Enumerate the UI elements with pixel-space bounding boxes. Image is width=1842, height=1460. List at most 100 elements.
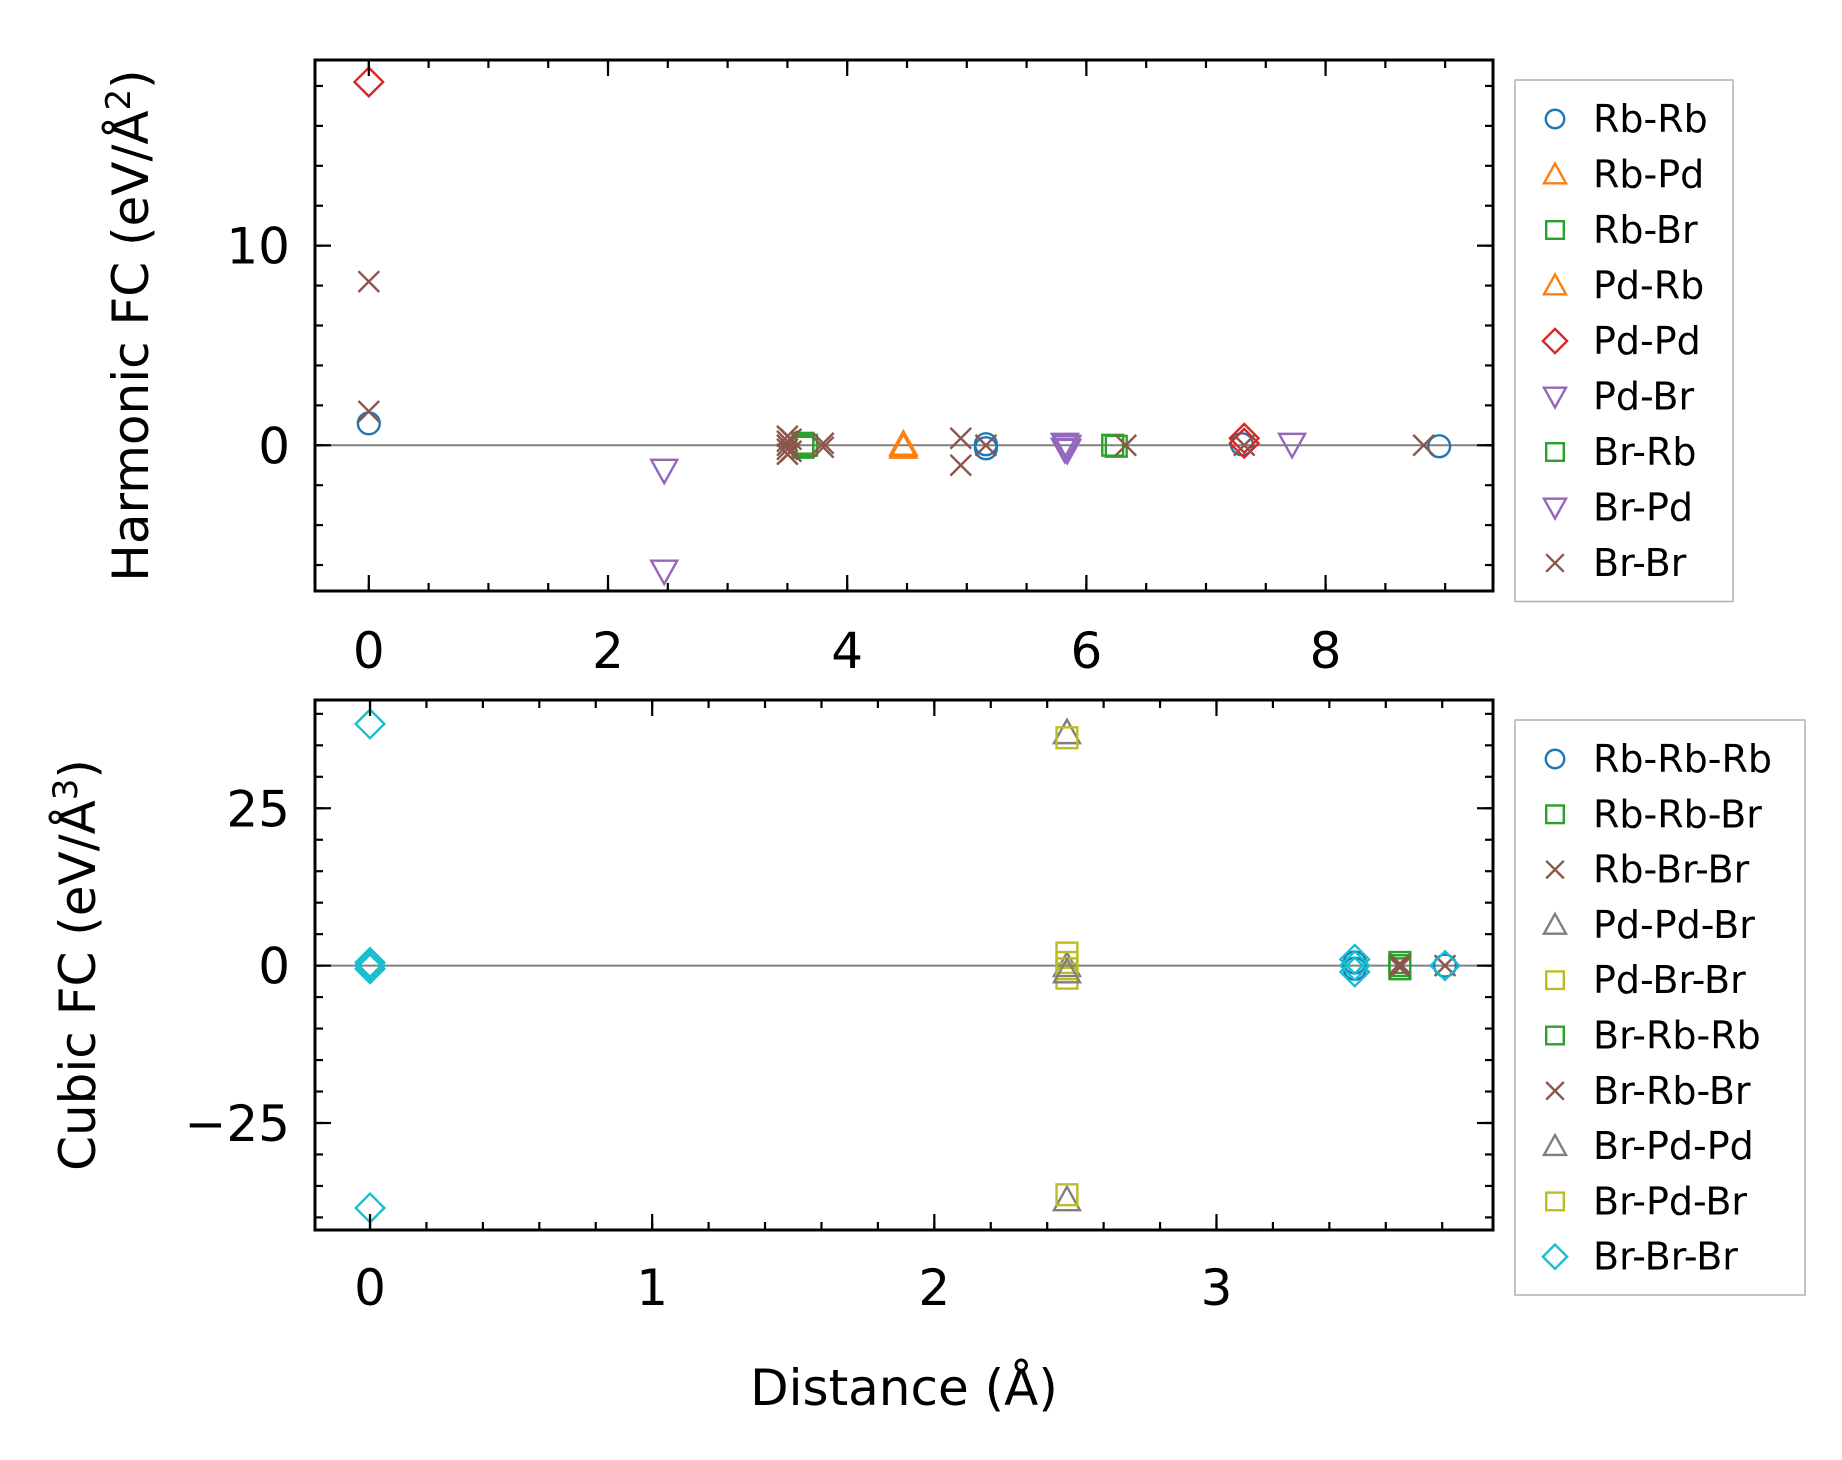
series-br-rb-br <box>1388 954 1412 977</box>
ticks <box>315 700 1493 1230</box>
legend-entry: Br-Rb-Rb <box>1593 1014 1761 1058</box>
legend-entry: Rb-Rb-Br <box>1593 792 1762 836</box>
x-axis-label: Distance (Å) <box>750 1359 1058 1417</box>
plot-frame <box>313 58 1495 593</box>
legend-marker <box>1541 386 1569 410</box>
data-point <box>1388 956 1412 979</box>
data-point <box>1338 943 1371 976</box>
legend-marker <box>1544 804 1565 825</box>
series-br-pd <box>1052 434 1083 466</box>
legend-entry: Rb-Pd <box>1593 153 1704 197</box>
legend-entry: Pd-Pd-Br <box>1593 903 1755 947</box>
data-point <box>649 458 680 486</box>
data-point <box>1388 954 1412 978</box>
legend-marker <box>1541 327 1569 355</box>
x-tick-label: 8 <box>1310 622 1342 680</box>
legend-marker <box>1545 859 1565 880</box>
data-point <box>1228 427 1261 460</box>
x-tick-label: 0 <box>353 622 385 680</box>
legend-marker <box>1544 1191 1565 1212</box>
data-point <box>1052 434 1083 462</box>
legend-entry: Rb-Rb <box>1593 97 1708 141</box>
legend-marker <box>1545 1081 1565 1101</box>
data-point <box>1232 434 1256 457</box>
ticks <box>315 60 1493 591</box>
data-point <box>812 432 835 455</box>
data-point <box>1055 1183 1079 1207</box>
data-point <box>354 946 387 979</box>
data-point <box>949 427 973 450</box>
x-tick-label: 4 <box>831 622 863 680</box>
data-point <box>357 270 381 293</box>
data-point <box>779 440 803 463</box>
data-point <box>1277 432 1308 460</box>
legend-marker <box>1541 1242 1569 1271</box>
series-br-pd-br <box>1055 1183 1079 1207</box>
legend-entry: Br-Pd <box>1593 486 1693 530</box>
data-point <box>1427 434 1452 459</box>
data-point <box>1338 955 1371 988</box>
legend-entry: Br-Pd-Br <box>1593 1179 1747 1223</box>
cubic-fc-panel: 0 1 2 3 −25 0 25 Cubic FC (eV/Å3) Distance (Å) Rb… <box>46 698 1806 1417</box>
legend-marker <box>1541 161 1569 185</box>
data-point <box>1412 434 1435 457</box>
legend-entry: Rb-Rb-Rb <box>1593 737 1772 781</box>
legend: Rb-Rb Rb-Pd Rb-Br Pd-Rb Pd-Pd Pd-Br Br-Rb Br-Pd… <box>1514 79 1734 603</box>
data-point <box>352 65 385 98</box>
legend-entry: Br-Br-Br <box>1593 1235 1738 1279</box>
data-point <box>649 559 680 587</box>
y-tick-label: 25 <box>226 780 290 838</box>
data-point <box>888 429 919 457</box>
legend-marker <box>1541 911 1569 935</box>
legend-entry: Pd-Br <box>1593 375 1694 419</box>
legend: Rb-Rb-Rb Rb-Rb-Br Rb-Br-Br Pd-Pd-Br Pd-Br-Br… <box>1514 719 1806 1296</box>
series-pd-pd-br <box>1051 717 1082 978</box>
data-point <box>973 436 999 461</box>
data-point <box>1051 956 1082 984</box>
x-tick-label: 6 <box>1070 622 1102 680</box>
data-point <box>1055 726 1079 750</box>
data-point <box>1429 949 1462 982</box>
data-point <box>354 707 387 740</box>
x-tick-label: 0 <box>354 1259 386 1317</box>
legend-entry: Pd-Br-Br <box>1593 958 1746 1002</box>
y-axis-label: Harmonic FC (eV/Å2) <box>99 69 160 581</box>
legend-marker <box>1544 748 1566 770</box>
series-pd-pd <box>352 65 1261 460</box>
legend-entry: Br-Rb <box>1593 430 1697 474</box>
y-tick-label: 10 <box>226 218 290 276</box>
x-tick-label: 2 <box>592 622 624 680</box>
legend-marker <box>1541 497 1569 521</box>
data-point <box>1228 422 1261 455</box>
data-point <box>779 428 803 451</box>
legend-marker <box>1541 272 1569 296</box>
legend-marker <box>1541 1132 1569 1157</box>
data-point <box>1388 952 1412 975</box>
legend-entry: Br-Rb-Br <box>1593 1069 1751 1113</box>
series-br-pd-pd <box>1051 956 1082 1212</box>
legend-marker <box>1544 442 1565 463</box>
data-point <box>354 952 387 985</box>
series-pd-br-br <box>1055 726 1079 990</box>
legend-marker <box>1544 219 1565 240</box>
legend-marker <box>1544 970 1565 991</box>
y-tick-label: 0 <box>258 938 290 996</box>
legend-marker <box>1544 108 1566 130</box>
data-point <box>357 400 381 423</box>
x-tick-label: 1 <box>636 1259 668 1317</box>
data-point <box>1114 434 1138 457</box>
series-br-br <box>357 270 1435 477</box>
legend-entry: Br-Br <box>1593 541 1687 585</box>
legend-marker <box>1545 553 1565 573</box>
data-point <box>356 411 381 436</box>
data-point <box>1051 1184 1082 1212</box>
legend-entry: Rb-Br <box>1593 208 1698 252</box>
y-tick-label: −25 <box>184 1095 290 1153</box>
legend-entry: Br-Pd-Pd <box>1593 1124 1754 1168</box>
legend-entry: Pd-Rb <box>1593 264 1704 308</box>
data-point <box>1338 949 1371 982</box>
legend-entry: Rb-Br-Br <box>1593 848 1750 892</box>
series-br-rb-rb <box>1388 954 1412 978</box>
